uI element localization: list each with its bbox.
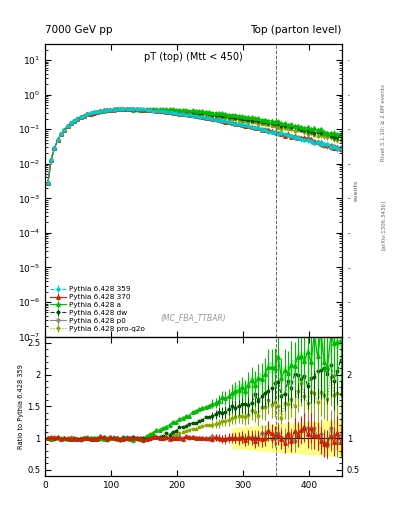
Text: 7000 GeV pp: 7000 GeV pp <box>45 25 113 35</box>
Text: Top (parton level): Top (parton level) <box>250 25 342 35</box>
Y-axis label: events: events <box>354 179 358 201</box>
Text: Rivet 3.1.10; ≥ 2.6M events: Rivet 3.1.10; ≥ 2.6M events <box>381 84 386 161</box>
Text: (MC_FBA_TTBAR): (MC_FBA_TTBAR) <box>161 313 226 322</box>
Legend: Pythia 6.428 359, Pythia 6.428 370, Pythia 6.428 a, Pythia 6.428 dw, Pythia 6.42: Pythia 6.428 359, Pythia 6.428 370, Pyth… <box>49 285 146 333</box>
Text: pT (top) (Mtt < 450): pT (top) (Mtt < 450) <box>144 52 243 62</box>
Text: [arXiv:1306.3436]: [arXiv:1306.3436] <box>381 200 386 250</box>
Y-axis label: Ratio to Pythia 6.428 359: Ratio to Pythia 6.428 359 <box>18 364 24 449</box>
